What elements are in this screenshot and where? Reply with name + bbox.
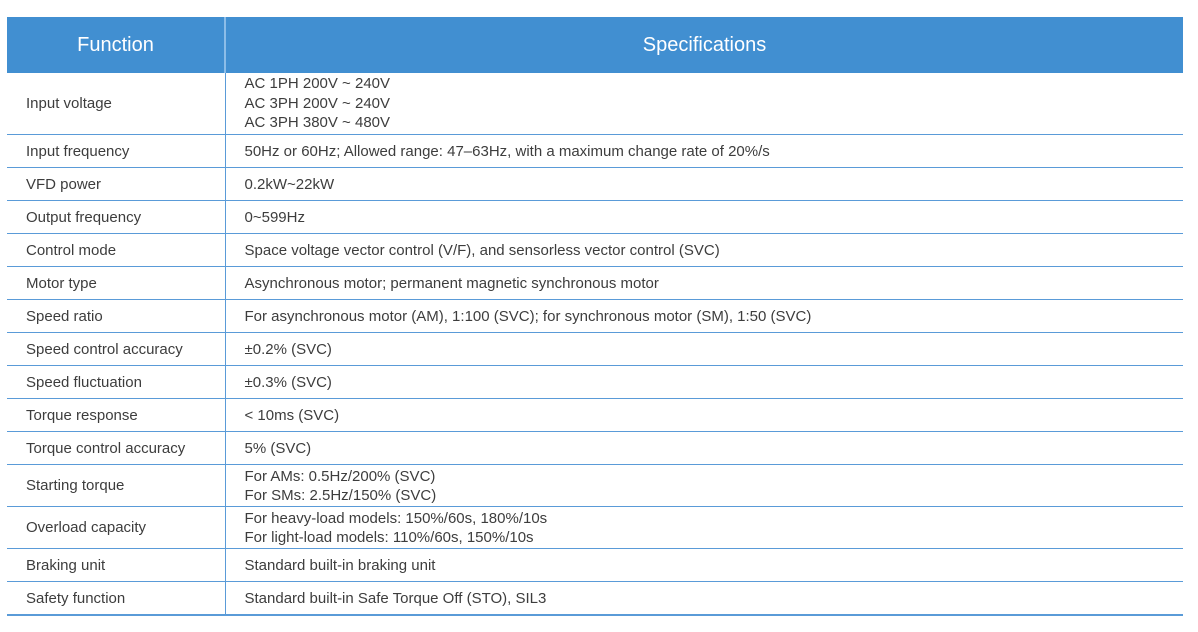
table-row: Input voltage AC 1PH 200V ~ 240V AC 3PH 20… — [7, 73, 1183, 135]
function-cell: Torque control accuracy — [7, 431, 226, 465]
specification-cell: For AMs: 0.5Hz/200% (SVC) For SMs: 2.5Hz/… — [225, 464, 1183, 507]
function-cell: Speed fluctuation — [7, 365, 226, 399]
table-row: Braking unit Standard built-in braking un… — [7, 548, 1183, 582]
table-body: Input voltage AC 1PH 200V ~ 240V AC 3PH 20… — [7, 73, 1183, 616]
specification-line: For AMs: 0.5Hz/200% (SVC) — [244, 467, 436, 485]
table-row: Output frequency 0~599Hz — [7, 200, 1183, 234]
function-cell: Starting torque — [7, 464, 226, 507]
table-row: VFD power 0.2kW~22kW — [7, 167, 1183, 201]
specification-line: For SMs: 2.5Hz/150% (SVC) — [244, 486, 437, 504]
specification-line: 0.2kW~22kW — [244, 175, 335, 193]
specification-cell: Space voltage vector control (V/F), and … — [225, 233, 1183, 267]
specification-line: 0~599Hz — [244, 208, 305, 226]
table-header-row: Function Specifications — [7, 17, 1183, 73]
table-row: Overload capacity For heavy-load models: … — [7, 506, 1183, 549]
function-cell: Overload capacity — [7, 506, 226, 549]
function-cell: VFD power — [7, 167, 226, 201]
table-row: Input frequency 50Hz or 60Hz; Allowed ran… — [7, 134, 1183, 168]
specification-cell: 50Hz or 60Hz; Allowed range: 47–63Hz, wi… — [225, 134, 1183, 168]
specification-line: 5% (SVC) — [244, 439, 312, 457]
table-row: Speed ratio For asynchronous motor (AM), … — [7, 299, 1183, 333]
function-cell: Speed ratio — [7, 299, 226, 333]
specification-line: Standard built-in Safe Torque Off (STO),… — [244, 589, 547, 607]
specification-cell: 5% (SVC) — [225, 431, 1183, 465]
specification-line: AC 3PH 200V ~ 240V — [244, 94, 391, 112]
specification-line: Space voltage vector control (V/F), and … — [244, 241, 720, 259]
specification-cell: For heavy-load models: 150%/60s, 180%/10… — [225, 506, 1183, 549]
specification-cell: ±0.3% (SVC) — [225, 365, 1183, 399]
specification-line: < 10ms (SVC) — [244, 406, 340, 424]
specification-cell: AC 1PH 200V ~ 240V AC 3PH 200V ~ 240V AC 3… — [225, 73, 1183, 135]
function-cell: Torque response — [7, 398, 226, 432]
specification-line: AC 3PH 380V ~ 480V — [244, 114, 391, 132]
specification-line: ±0.2% (SVC) — [244, 340, 332, 358]
function-cell: Input voltage — [7, 73, 226, 135]
table-row: Control mode Space voltage vector control… — [7, 233, 1183, 267]
specification-line: ±0.3% (SVC) — [244, 373, 332, 391]
specification-line: For asynchronous motor (AM), 1:100 (SVC)… — [244, 307, 812, 325]
column-header-specifications: Specifications — [225, 17, 1183, 73]
function-cell: Control mode — [7, 233, 226, 267]
specification-cell: Standard built-in braking unit — [225, 548, 1183, 582]
table-row: Safety function Standard built-in Safe To… — [7, 581, 1183, 616]
table-row: Speed fluctuation ±0.3% (SVC) — [7, 365, 1183, 399]
function-cell: Input frequency — [7, 134, 226, 168]
specifications-table: Function Specifications Input voltage AC … — [7, 17, 1183, 616]
specification-line: Asynchronous motor; permanent magnetic s… — [244, 274, 659, 292]
function-cell: Output frequency — [7, 200, 226, 234]
specification-cell: < 10ms (SVC) — [225, 398, 1183, 432]
table-row: Torque response < 10ms (SVC) — [7, 398, 1183, 432]
function-cell: Speed control accuracy — [7, 332, 226, 366]
specification-cell: Asynchronous motor; permanent magnetic s… — [225, 266, 1183, 300]
specification-line: For light-load models: 110%/60s, 150%/10… — [244, 528, 534, 546]
specification-cell: Standard built-in Safe Torque Off (STO),… — [225, 581, 1183, 616]
table-row: Motor type Asynchronous motor; permanent … — [7, 266, 1183, 300]
specification-line: AC 1PH 200V ~ 240V — [244, 75, 391, 93]
specification-cell: 0~599Hz — [225, 200, 1183, 234]
table-row: Starting torque For AMs: 0.5Hz/200% (SVC)… — [7, 464, 1183, 507]
function-cell: Safety function — [7, 581, 226, 616]
table-row: Speed control accuracy ±0.2% (SVC) — [7, 332, 1183, 366]
function-cell: Braking unit — [7, 548, 226, 582]
specification-line: Standard built-in braking unit — [244, 556, 436, 574]
column-header-function: Function — [7, 17, 226, 73]
specification-cell: ±0.2% (SVC) — [225, 332, 1183, 366]
table-row: Torque control accuracy 5% (SVC) — [7, 431, 1183, 465]
specification-line: For heavy-load models: 150%/60s, 180%/10… — [244, 509, 548, 527]
specification-cell: 0.2kW~22kW — [225, 167, 1183, 201]
specification-cell: For asynchronous motor (AM), 1:100 (SVC)… — [225, 299, 1183, 333]
function-cell: Motor type — [7, 266, 226, 300]
specification-line: 50Hz or 60Hz; Allowed range: 47–63Hz, wi… — [244, 142, 770, 160]
